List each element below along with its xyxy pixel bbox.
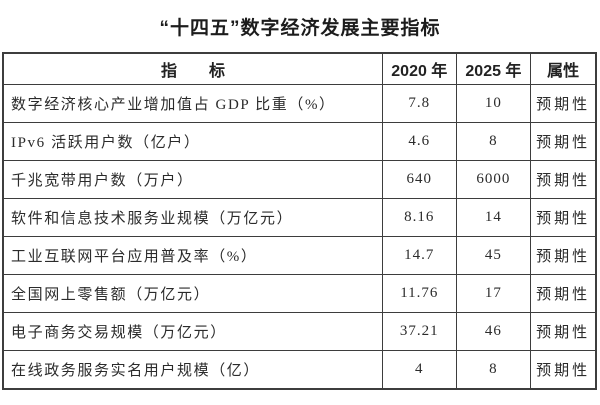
table-row: 在线政务服务实名用户规模（亿） 4 8 预期性 [2, 350, 597, 390]
table-row: IPv6 活跃用户数（亿户） 4.6 8 预期性 [2, 122, 597, 161]
indicator-cell: 全国网上零售额（万亿元） [2, 274, 384, 313]
table-row: 软件和信息技术服务业规模（万亿元） 8.16 14 预期性 [2, 198, 597, 237]
col-header-indicator: 指 标 [2, 52, 384, 85]
table-row: 全国网上零售额（万亿元） 11.76 17 预期性 [2, 274, 597, 313]
col-header-2025: 2025 年 [455, 52, 532, 85]
attribute-cell: 预期性 [530, 350, 597, 390]
indicator-cell: IPv6 活跃用户数（亿户） [2, 122, 384, 161]
indicator-cell: 在线政务服务实名用户规模（亿） [2, 350, 384, 390]
table-row: 千兆宽带用户数（万户） 640 6000 预期性 [2, 160, 597, 199]
indicator-cell: 千兆宽带用户数（万户） [2, 160, 384, 199]
indicator-cell: 电子商务交易规模（万亿元） [2, 312, 384, 351]
indicators-table: 指 标 2020 年 2025 年 属性 数字经济核心产业增加值占 GDP 比重… [2, 52, 597, 390]
value-2020-cell: 14.7 [382, 236, 457, 275]
value-2025-cell: 45 [455, 236, 532, 275]
table-row: 数字经济核心产业增加值占 GDP 比重（%） 7.8 10 预期性 [2, 84, 597, 123]
indicator-cell: 工业互联网平台应用普及率（%） [2, 236, 384, 275]
value-2020-cell: 8.16 [382, 198, 457, 237]
value-2025-cell: 8 [455, 350, 532, 390]
value-2025-cell: 6000 [455, 160, 532, 199]
value-2020-cell: 37.21 [382, 312, 457, 351]
attribute-cell: 预期性 [530, 84, 597, 123]
col-header-2020: 2020 年 [382, 52, 457, 85]
value-2025-cell: 14 [455, 198, 532, 237]
value-2020-cell: 11.76 [382, 274, 457, 313]
value-2020-cell: 4.6 [382, 122, 457, 161]
value-2020-cell: 4 [382, 350, 457, 390]
table-row: 工业互联网平台应用普及率（%） 14.7 45 预期性 [2, 236, 597, 275]
value-2025-cell: 8 [455, 122, 532, 161]
table-row: 电子商务交易规模（万亿元） 37.21 46 预期性 [2, 312, 597, 351]
indicator-cell: 数字经济核心产业增加值占 GDP 比重（%） [2, 84, 384, 123]
value-2020-cell: 640 [382, 160, 457, 199]
table-header-row: 指 标 2020 年 2025 年 属性 [2, 52, 597, 85]
attribute-cell: 预期性 [530, 198, 597, 237]
value-2025-cell: 46 [455, 312, 532, 351]
attribute-cell: 预期性 [530, 274, 597, 313]
value-2020-cell: 7.8 [382, 84, 457, 123]
value-2025-cell: 17 [455, 274, 532, 313]
attribute-cell: 预期性 [530, 312, 597, 351]
page-title: “十四五”数字经济发展主要指标 [159, 18, 441, 39]
attribute-cell: 预期性 [530, 160, 597, 199]
attribute-cell: 预期性 [530, 236, 597, 275]
attribute-cell: 预期性 [530, 122, 597, 161]
value-2025-cell: 10 [455, 84, 532, 123]
col-header-attribute: 属性 [530, 52, 597, 85]
indicator-cell: 软件和信息技术服务业规模（万亿元） [2, 198, 384, 237]
